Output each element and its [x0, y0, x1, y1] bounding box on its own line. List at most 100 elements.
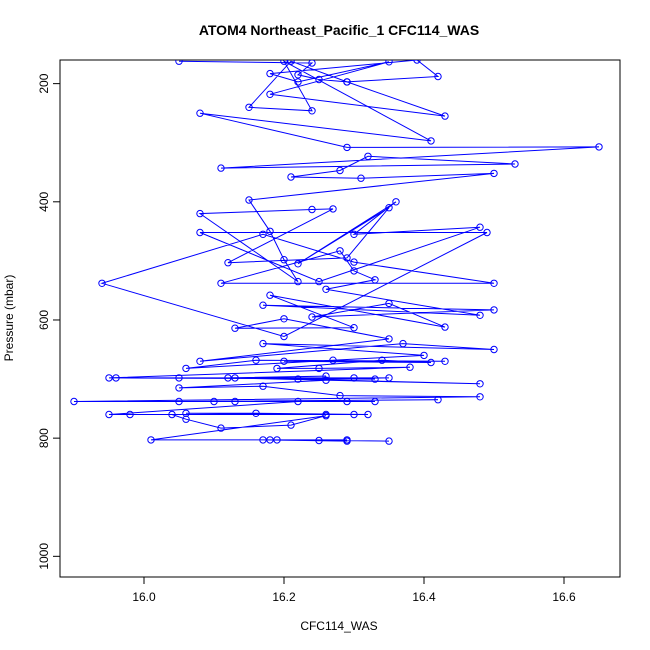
data-point — [434, 72, 442, 81]
data-point — [483, 228, 491, 237]
data-point — [105, 374, 113, 382]
data-point — [112, 374, 120, 382]
data-point — [350, 324, 358, 332]
data-point — [175, 397, 183, 406]
data-point — [196, 209, 204, 218]
data-point — [315, 436, 323, 445]
x-tick-label: 16.6 — [552, 590, 576, 604]
data-point — [441, 357, 449, 365]
data-point — [385, 299, 393, 308]
data-point — [217, 164, 225, 172]
data-point — [294, 277, 302, 286]
chart-title: ATOM4 Northeast_Pacific_1 CFC114_WAS — [199, 22, 479, 38]
data-point — [406, 363, 414, 371]
data-point — [280, 60, 288, 65]
data-point — [224, 259, 232, 267]
data-point — [287, 60, 295, 65]
x-axis: 16.0 16.2 16.4 16.6 — [132, 577, 576, 604]
data-point — [385, 60, 393, 66]
data-point — [280, 332, 288, 341]
data-point — [182, 415, 190, 423]
x-tick-label: 16.0 — [132, 590, 156, 604]
data-point — [182, 364, 190, 373]
data-point — [294, 375, 302, 383]
plot-frame — [59, 59, 621, 578]
data-point — [70, 397, 78, 406]
data-point — [224, 374, 232, 382]
data-point — [357, 174, 365, 182]
data-point — [175, 384, 183, 392]
data-point — [266, 227, 274, 236]
data-point — [490, 279, 498, 287]
data-point — [259, 301, 267, 309]
y-axis: 200 400 600 800 1000 — [37, 73, 60, 570]
data-point — [266, 291, 274, 299]
data-point — [399, 339, 407, 348]
data-point — [413, 60, 421, 64]
data-point — [490, 169, 498, 178]
data-point — [322, 285, 330, 293]
data-point — [350, 374, 358, 382]
data-point — [105, 410, 113, 419]
data-point — [196, 109, 204, 117]
data-point — [315, 364, 323, 373]
data-point — [336, 166, 344, 175]
x-axis-label: CFC114_WAS — [300, 619, 377, 633]
data-point — [441, 323, 449, 331]
y-axis-label: Pressure (mbar) — [2, 275, 16, 362]
data-point — [175, 374, 183, 382]
data-point — [350, 267, 358, 275]
data-point — [280, 315, 288, 323]
data-point — [126, 410, 134, 419]
data-point — [217, 279, 225, 287]
data-point — [168, 410, 176, 419]
y-tick-label: 400 — [37, 191, 51, 211]
data-point — [308, 60, 316, 67]
data-point — [427, 137, 435, 145]
data-point — [231, 324, 239, 332]
data-point — [385, 204, 393, 212]
data-point — [308, 107, 316, 115]
data-point — [322, 412, 330, 420]
data-point — [441, 112, 449, 120]
series-line — [73, 60, 600, 442]
data-point — [259, 230, 267, 239]
data-point — [147, 436, 155, 444]
data-point — [294, 71, 302, 79]
data-point — [329, 356, 337, 364]
data-point — [595, 143, 603, 151]
data-point — [259, 339, 267, 348]
data-point — [385, 335, 393, 343]
data-point — [98, 279, 106, 287]
data-point — [217, 424, 225, 432]
data-point — [350, 410, 358, 419]
data-point — [287, 421, 295, 429]
data-point — [364, 410, 372, 419]
data-point — [266, 69, 274, 78]
data-point — [385, 374, 393, 382]
data-point — [385, 437, 393, 445]
y-tick-label: 600 — [37, 310, 51, 330]
data-point — [371, 375, 379, 383]
data-point — [420, 351, 428, 360]
data-point — [196, 228, 204, 237]
data-point — [315, 75, 323, 84]
data-point — [329, 205, 337, 213]
x-tick-label: 16.2 — [272, 590, 296, 604]
data-point — [273, 364, 281, 373]
data-point — [343, 397, 351, 406]
data-point — [392, 198, 400, 206]
data-point — [476, 311, 484, 319]
data-point — [490, 306, 498, 314]
data-point — [210, 397, 218, 406]
data-point — [266, 436, 274, 444]
data-point — [259, 436, 267, 444]
data-point — [252, 356, 260, 364]
data-point — [259, 382, 267, 390]
data-point — [287, 173, 295, 181]
data-point — [294, 397, 302, 406]
data-point — [343, 254, 351, 262]
data-point — [175, 60, 183, 65]
data-point — [378, 356, 386, 364]
y-tick-label: 200 — [37, 73, 51, 93]
